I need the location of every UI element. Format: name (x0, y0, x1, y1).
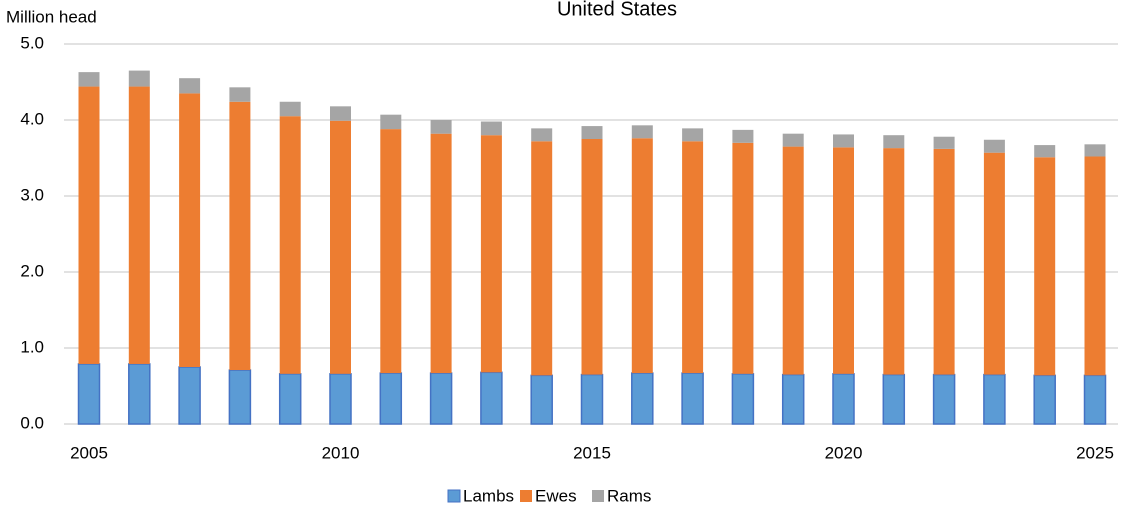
bar-segment (78, 86, 100, 364)
y-tick-label: 0.0 (20, 413, 44, 432)
bar-segment (1083, 374, 1107, 425)
bar-segment (78, 72, 100, 87)
bar-segment (530, 374, 553, 425)
bar-segment (179, 78, 201, 94)
bar-segment (833, 134, 854, 148)
bar-segment (580, 373, 604, 425)
bar-segment (1084, 144, 1106, 157)
bar-segment (732, 129, 754, 143)
chart-title: United States (557, 0, 677, 20)
bar-segment (681, 372, 704, 425)
legend-label: Rams (607, 486, 651, 505)
y-tick-label: 5.0 (20, 33, 44, 52)
bar-segment (480, 371, 503, 425)
bar-segment (429, 372, 453, 425)
bar-segment (380, 114, 402, 130)
bar-segment (278, 373, 302, 425)
bar-segment (682, 128, 704, 142)
bar-segment (1034, 157, 1056, 376)
bar-segment (731, 373, 755, 425)
y-axis-label: Million head (6, 7, 97, 26)
x-tick-label: 2020 (825, 443, 863, 462)
bar-segment (430, 133, 452, 374)
bar-segment (128, 70, 150, 87)
bar-segment (882, 373, 906, 425)
bar-segment (983, 373, 1006, 425)
bar-segment (631, 372, 654, 425)
bar-segment (832, 373, 855, 425)
bar-segment (581, 139, 603, 375)
bar-segment (77, 363, 101, 425)
bar-segment (229, 87, 251, 102)
bar-segment (179, 93, 201, 368)
bar-segment (631, 125, 653, 139)
bar-segment (380, 129, 402, 374)
x-tick-label: 2005 (70, 443, 108, 462)
bar-segment (782, 133, 804, 147)
bar-segment (379, 372, 403, 425)
bar-segment (581, 126, 603, 139)
legend-swatch (592, 490, 604, 502)
bar-segment (933, 148, 955, 375)
bar-segment (883, 135, 905, 149)
bar-segment (128, 86, 150, 364)
bar-segment (732, 142, 754, 374)
y-tick-label: 4.0 (20, 109, 44, 128)
x-tick-label: 2010 (322, 443, 360, 462)
y-tick-label: 1.0 (20, 337, 44, 356)
y-tick-label: 2.0 (20, 261, 44, 280)
bar-segment (329, 373, 352, 425)
bar-segment (983, 152, 1005, 375)
bar-segment (229, 101, 251, 371)
bar-segment (480, 121, 502, 136)
x-tick-label: 2025 (1076, 443, 1114, 462)
bar-segment (682, 141, 704, 374)
bar-segment (983, 139, 1005, 153)
bar-segment (531, 128, 553, 142)
bar-segment (279, 101, 301, 117)
x-tick-label: 2015 (573, 443, 611, 462)
bar-segment (833, 147, 854, 374)
bar-segment (933, 136, 955, 149)
bar-segment (330, 120, 351, 374)
bar-segment (932, 373, 956, 425)
bar-segment (330, 106, 351, 121)
bar-segment (883, 148, 905, 375)
bar-segment (782, 146, 804, 375)
bar-segment (781, 373, 805, 425)
bar-segment (430, 120, 452, 134)
legend-swatch (447, 489, 461, 503)
bar-segment (631, 138, 653, 374)
legend-label: Ewes (535, 486, 577, 505)
y-tick-label: 3.0 (20, 185, 44, 204)
bar-segment (531, 141, 553, 376)
bar-segment (1084, 156, 1106, 376)
bar-segment (480, 135, 502, 373)
bar-segment (1033, 374, 1056, 425)
bar-segment (128, 363, 151, 425)
bar-segment (279, 116, 301, 374)
bar-segment (178, 366, 201, 425)
legend-label: Lambs (463, 486, 514, 505)
legend-swatch (520, 490, 532, 502)
bar-segment (228, 369, 252, 425)
bar-segment (1034, 145, 1056, 158)
